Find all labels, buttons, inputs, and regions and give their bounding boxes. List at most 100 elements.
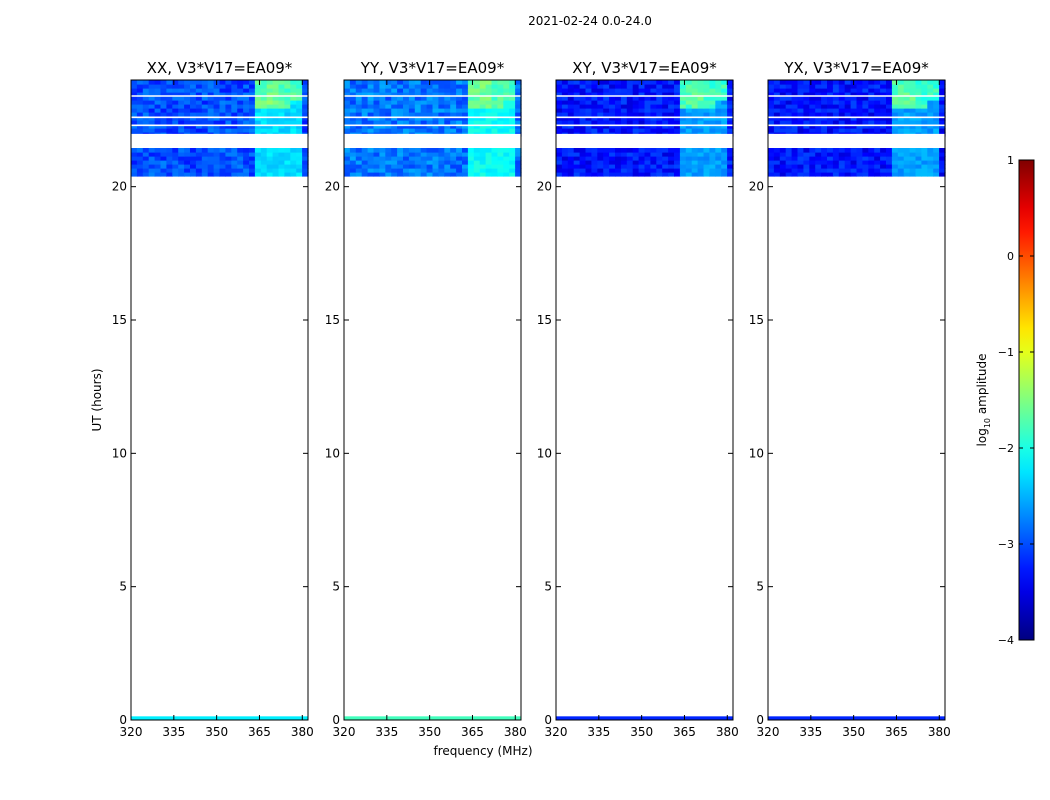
heatmap-cell xyxy=(650,112,657,117)
colorbar-tick-label: −1 xyxy=(998,346,1014,359)
heatmap-cell xyxy=(485,112,493,117)
heatmap-data xyxy=(556,80,734,177)
heatmap-cell xyxy=(921,116,928,121)
heatmap-cell xyxy=(420,84,428,89)
heatmap-cell xyxy=(603,108,610,113)
heatmap-cell xyxy=(821,148,828,153)
heatmap-cell xyxy=(685,100,693,105)
heatmap-cell xyxy=(373,120,380,125)
heatmap-cell xyxy=(172,152,179,157)
heatmap-cell xyxy=(491,84,498,89)
y-tick-label: 15 xyxy=(749,313,764,327)
heatmap-cell xyxy=(921,168,928,173)
heatmap-cell xyxy=(556,124,563,129)
heatmap-cell xyxy=(450,88,457,93)
heatmap-cell xyxy=(414,120,422,125)
heatmap-cell xyxy=(620,152,628,157)
heatmap-cell xyxy=(379,112,386,117)
heatmap-cell xyxy=(856,92,863,97)
heatmap-cell xyxy=(136,116,144,121)
heatmap-cell xyxy=(467,156,475,161)
heatmap-cell xyxy=(349,120,357,125)
heatmap-cell xyxy=(391,80,398,85)
heatmap-cell xyxy=(880,96,887,101)
heatmap-cell xyxy=(172,164,179,169)
x-tick-label: 320 xyxy=(120,725,143,739)
heatmap-cell xyxy=(685,160,693,165)
heatmap-cell xyxy=(408,124,416,129)
heatmap-cell xyxy=(166,92,173,97)
heatmap-cell xyxy=(172,80,179,85)
heatmap-cell xyxy=(408,164,416,169)
heatmap-cell xyxy=(933,80,940,85)
heatmap-cell xyxy=(903,168,911,173)
heatmap-cell xyxy=(579,152,587,157)
heatmap-cell xyxy=(903,124,911,129)
heatmap-cell xyxy=(160,128,167,133)
heatmap-cell xyxy=(485,152,493,157)
heatmap-cell xyxy=(791,104,799,109)
heatmap-cell xyxy=(856,116,863,121)
heatmap-cell xyxy=(491,124,498,129)
heatmap-cell xyxy=(284,88,291,93)
heatmap-cell xyxy=(779,88,787,93)
heatmap-cell xyxy=(939,172,946,177)
heatmap-cell xyxy=(231,168,238,173)
heatmap-cell xyxy=(927,112,934,117)
heatmap-cell xyxy=(219,96,226,101)
heatmap-cell xyxy=(561,108,569,113)
heatmap-cell xyxy=(585,88,592,93)
heatmap-cell xyxy=(597,156,604,161)
heatmap-cell xyxy=(131,104,138,109)
heatmap-cell xyxy=(886,172,893,177)
heatmap-cell xyxy=(615,116,622,121)
heatmap-cell xyxy=(515,108,522,113)
heatmap-cell xyxy=(420,120,428,125)
heatmap-cell xyxy=(254,148,262,153)
heatmap-cell xyxy=(626,172,634,177)
heatmap-cell xyxy=(827,112,834,117)
heatmap-cell xyxy=(213,92,221,97)
heatmap-cell xyxy=(473,104,481,109)
heatmap-cell xyxy=(391,148,398,153)
heatmap-cell xyxy=(662,152,669,157)
heatmap-cell xyxy=(915,92,922,97)
heatmap-cell xyxy=(414,160,422,165)
heatmap-cell xyxy=(620,88,628,93)
heatmap-cell xyxy=(927,104,934,109)
heatmap-cell xyxy=(632,148,640,153)
heatmap-cell xyxy=(603,84,610,89)
heatmap-cell xyxy=(278,148,285,153)
heatmap-cell xyxy=(868,116,875,121)
heatmap-cell xyxy=(355,164,363,169)
heatmap-cell xyxy=(897,96,905,101)
heatmap-cell xyxy=(803,168,810,173)
heatmap-cell xyxy=(874,88,881,93)
colorbar-label-main: log xyxy=(975,428,989,446)
heatmap-cell xyxy=(615,160,622,165)
heatmap-cell xyxy=(201,172,209,177)
heatmap-cell xyxy=(862,80,869,85)
heatmap-cell xyxy=(567,88,575,93)
heatmap-cell xyxy=(344,120,351,125)
heatmap-cell xyxy=(556,120,563,125)
heatmap-cell xyxy=(231,172,238,177)
heatmap-cell xyxy=(573,96,581,101)
heatmap-cell xyxy=(927,92,934,97)
heatmap-cell xyxy=(668,128,675,133)
heatmap-cell xyxy=(727,160,734,165)
heatmap-cell xyxy=(154,168,162,173)
heatmap-cell xyxy=(497,172,504,177)
heatmap-cell xyxy=(379,96,386,101)
heatmap-cell xyxy=(832,152,840,157)
heatmap-cell xyxy=(768,108,775,113)
heatmap-cell xyxy=(573,108,581,113)
heatmap-cell xyxy=(219,152,226,157)
heatmap-cell xyxy=(691,92,699,97)
heatmap-cell xyxy=(414,108,422,113)
heatmap-cell xyxy=(367,168,375,173)
heatmap-cell xyxy=(213,160,221,165)
heatmap-cell xyxy=(272,160,280,165)
x-axis-label: frequency (MHz) xyxy=(433,744,532,758)
heatmap-cell xyxy=(355,92,363,97)
